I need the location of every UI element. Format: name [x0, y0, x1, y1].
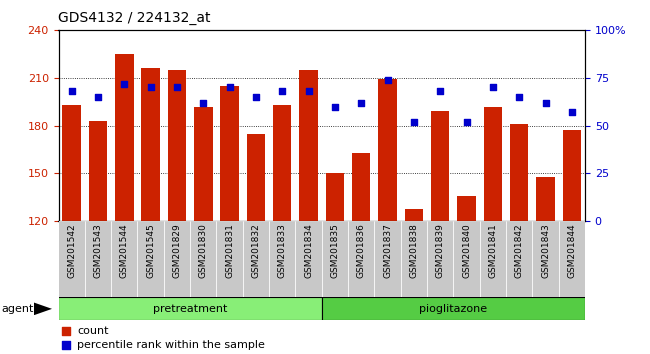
Bar [194, 107, 213, 221]
Point [93, 94, 103, 100]
Bar [405, 209, 423, 221]
Point [330, 104, 340, 109]
Bar [247, 133, 265, 221]
Text: GSM201841: GSM201841 [488, 223, 497, 278]
Text: GSM201543: GSM201543 [94, 223, 103, 278]
Point [356, 100, 367, 105]
Text: GSM201834: GSM201834 [304, 223, 313, 278]
Point [66, 88, 77, 94]
Bar [138, 221, 164, 297]
Polygon shape [34, 302, 52, 315]
Point [567, 109, 577, 115]
Point [409, 119, 419, 125]
Bar [559, 221, 585, 297]
Bar [216, 221, 243, 297]
Bar [352, 153, 370, 221]
Text: GSM201843: GSM201843 [541, 223, 550, 278]
Bar [454, 221, 480, 297]
Point [61, 342, 72, 348]
Bar [62, 105, 81, 221]
Bar [400, 221, 427, 297]
Bar [563, 130, 581, 221]
Point [146, 85, 156, 90]
Point [514, 94, 525, 100]
Text: GSM201838: GSM201838 [410, 223, 419, 278]
Text: agent: agent [1, 304, 34, 314]
Bar [506, 221, 532, 297]
Bar [142, 68, 160, 221]
Point [304, 88, 314, 94]
Point [172, 85, 182, 90]
Point [198, 100, 209, 105]
Text: pretreatment: pretreatment [153, 304, 228, 314]
Point [251, 94, 261, 100]
Text: GSM201839: GSM201839 [436, 223, 445, 278]
Bar [480, 221, 506, 297]
Text: GSM201829: GSM201829 [172, 223, 181, 278]
Point [540, 100, 551, 105]
Bar [273, 105, 291, 221]
Bar [458, 196, 476, 221]
Text: percentile rank within the sample: percentile rank within the sample [77, 339, 265, 350]
Bar [378, 79, 396, 221]
Text: GSM201842: GSM201842 [515, 223, 524, 278]
Text: GSM201836: GSM201836 [357, 223, 366, 278]
Point [462, 119, 472, 125]
Bar [374, 221, 400, 297]
Text: GSM201830: GSM201830 [199, 223, 208, 278]
Bar [84, 221, 111, 297]
Text: GSM201835: GSM201835 [330, 223, 339, 278]
Text: GDS4132 / 224132_at: GDS4132 / 224132_at [58, 11, 211, 25]
Bar [269, 221, 295, 297]
Bar [484, 107, 502, 221]
Point [382, 77, 393, 82]
Text: GSM201840: GSM201840 [462, 223, 471, 278]
Bar [190, 221, 216, 297]
Text: count: count [77, 326, 109, 336]
Bar [427, 221, 454, 297]
Bar [326, 173, 344, 221]
Point [277, 88, 287, 94]
Bar [532, 221, 559, 297]
Text: GSM201844: GSM201844 [567, 223, 577, 278]
Point [224, 85, 235, 90]
Text: GSM201542: GSM201542 [67, 223, 76, 278]
Text: GSM201545: GSM201545 [146, 223, 155, 278]
Bar [536, 177, 554, 221]
Bar [322, 221, 348, 297]
Bar [243, 221, 269, 297]
Point [119, 81, 129, 86]
Text: pioglitazone: pioglitazone [419, 304, 488, 314]
Point [435, 88, 445, 94]
Text: GSM201837: GSM201837 [383, 223, 392, 278]
Point [61, 329, 72, 334]
Bar [431, 111, 449, 221]
Bar [510, 124, 528, 221]
Bar [115, 54, 133, 221]
Bar [300, 70, 318, 221]
Bar [89, 121, 107, 221]
Bar [58, 221, 84, 297]
Bar [220, 86, 239, 221]
Bar [58, 297, 322, 320]
Text: GSM201832: GSM201832 [252, 223, 261, 278]
Bar [295, 221, 322, 297]
Text: GSM201833: GSM201833 [278, 223, 287, 278]
Point [488, 85, 498, 90]
Text: GSM201831: GSM201831 [225, 223, 234, 278]
Bar [111, 221, 138, 297]
Bar [348, 221, 374, 297]
Bar [168, 70, 186, 221]
Text: GSM201544: GSM201544 [120, 223, 129, 278]
Bar [164, 221, 190, 297]
Bar [322, 297, 585, 320]
